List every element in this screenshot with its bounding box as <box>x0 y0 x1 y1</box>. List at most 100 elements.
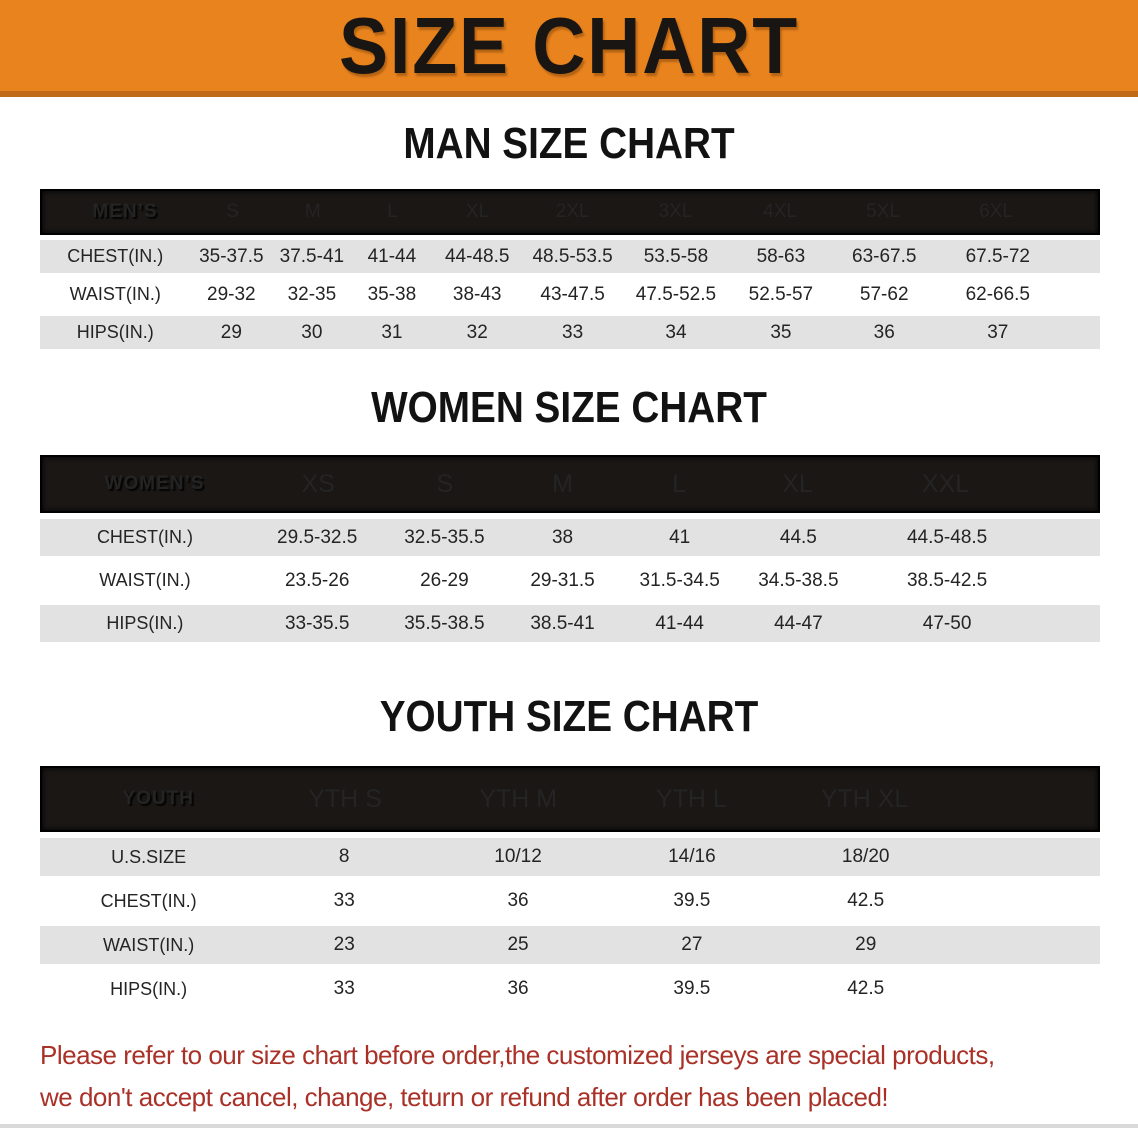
youth-size-table: YOUTH YTH S YTH M YTH L YTH XL U.S.SIZE … <box>40 766 1100 1008</box>
row-label: CHEST(IN.) <box>100 890 197 911</box>
table-cell: 37 <box>987 321 1009 343</box>
men-col-header: 2XL <box>555 201 590 222</box>
men-col-header: 6XL <box>979 201 1013 222</box>
table-cell: 18/20 <box>841 846 890 867</box>
table-cell: 48.5-53.5 <box>532 245 613 267</box>
table-cell: 44-47 <box>774 612 823 634</box>
men-size-table: MEN’S S M L XL 2XL 3XL 4XL 5XL 6XL CHEST… <box>40 189 1100 349</box>
table-cell: 35.5-38.5 <box>404 612 485 634</box>
table-cell: 35-38 <box>367 283 417 305</box>
table-cell: 32.5-35.5 <box>404 526 485 548</box>
table-cell: 31.5-34.5 <box>639 569 720 591</box>
table-cell: 39.5 <box>673 978 711 999</box>
women-waist-row: WAIST(IN.) 23.5-26 26-29 29-31.5 31.5-34… <box>40 562 1100 599</box>
men-col-header: 4XL <box>763 201 797 222</box>
women-section-heading: WOMEN SIZE CHART <box>371 383 767 432</box>
banner-title: SIZE CHART <box>339 0 799 90</box>
men-col-header: 5XL <box>866 201 900 222</box>
table-cell: 62-66.5 <box>965 283 1031 305</box>
table-cell: 63-67.5 <box>852 245 917 267</box>
table-cell: 38 <box>551 526 574 548</box>
table-cell: 57-62 <box>859 283 909 305</box>
youth-section-heading: YOUTH SIZE CHART <box>379 692 759 741</box>
women-hips-row: HIPS(IN.) 33-35.5 35.5-38.5 38.5-41 41-4… <box>40 605 1100 642</box>
men-chest-row: CHEST(IN.) 35-37.5 37.5-41 41-44 44-48.5… <box>40 240 1100 273</box>
men-col-header: L <box>387 201 398 222</box>
disclaimer-text: Please refer to our size chart before or… <box>40 1034 1138 1118</box>
table-cell: 38-43 <box>452 283 502 305</box>
men-table-label: MEN’S <box>92 201 158 222</box>
table-cell: 47.5-52.5 <box>635 283 717 305</box>
row-label: WAIST(IN.) <box>69 284 161 304</box>
youth-ussize-row: U.S.SIZE 8 10/12 14/16 18/20 <box>40 838 1100 876</box>
table-cell: 53.5-58 <box>643 245 709 267</box>
youth-col-header: YTH XL <box>820 784 909 813</box>
row-label: CHEST(IN.) <box>96 527 193 547</box>
table-cell: 58-63 <box>756 245 806 267</box>
women-col-header: L <box>672 469 687 498</box>
table-cell: 32 <box>466 321 488 343</box>
table-cell: 33-35.5 <box>284 612 350 634</box>
table-cell: 32-35 <box>287 283 337 305</box>
men-hips-row: HIPS(IN.) 29 30 31 32 33 34 35 36 37 <box>40 316 1100 349</box>
table-cell: 27 <box>681 934 703 955</box>
table-cell: 35-37.5 <box>199 245 264 267</box>
table-cell: 67.5-72 <box>965 245 1031 267</box>
table-cell: 29-31.5 <box>530 569 595 591</box>
table-cell: 8 <box>338 846 350 867</box>
row-label: HIPS(IN.) <box>76 322 154 342</box>
row-label: HIPS(IN.) <box>106 613 184 633</box>
women-col-header: M <box>552 469 573 498</box>
table-cell: 23 <box>333 934 355 955</box>
table-cell: 26-29 <box>420 569 469 591</box>
men-col-header: S <box>226 201 239 222</box>
table-cell: 42.5 <box>847 890 885 911</box>
row-label: WAIST(IN.) <box>102 934 195 955</box>
youth-col-header: YTH M <box>479 784 558 813</box>
table-cell: 42.5 <box>847 978 885 999</box>
table-cell: 29.5-32.5 <box>277 526 358 548</box>
table-cell: 34.5-38.5 <box>758 569 839 591</box>
table-cell: 43-47.5 <box>540 283 605 305</box>
table-cell: 10/12 <box>494 846 542 867</box>
women-table-label: WOMEN’S <box>104 473 205 494</box>
youth-col-header: YTH L <box>655 784 727 813</box>
men-waist-row: WAIST(IN.) 29-32 32-35 35-38 38-43 43-47… <box>40 278 1100 311</box>
table-cell: 44.5 <box>779 526 817 548</box>
table-cell: 23.5-26 <box>284 569 350 591</box>
table-cell: 34 <box>665 321 687 343</box>
women-col-header: XXL <box>921 469 970 498</box>
banner: SIZE CHART <box>0 0 1138 97</box>
women-size-table: WOMEN’S XS S M L XL XXL CHEST(IN.) 29.5-… <box>40 455 1100 642</box>
men-table-header-row: MEN’S S M L XL 2XL 3XL 4XL 5XL 6XL <box>40 189 1100 235</box>
table-cell: 41-44 <box>655 612 704 634</box>
row-label: U.S.SIZE <box>111 846 187 867</box>
row-label: WAIST(IN.) <box>99 570 191 590</box>
table-cell: 47-50 <box>922 612 972 634</box>
men-section-heading: MAN SIZE CHART <box>403 119 735 168</box>
youth-col-header: YTH S <box>308 784 382 813</box>
table-cell: 33 <box>333 978 355 999</box>
women-col-header: XS <box>301 469 335 498</box>
table-cell: 36 <box>873 321 895 343</box>
bottom-divider <box>0 1124 1138 1128</box>
women-table-header-row: WOMEN’S XS S M L XL XXL <box>40 455 1100 513</box>
row-label: HIPS(IN.) <box>110 978 188 999</box>
youth-table-header-row: YOUTH YTH S YTH M YTH L YTH XL <box>40 766 1100 832</box>
women-col-header: XL <box>782 469 813 498</box>
men-col-header: 3XL <box>658 201 693 222</box>
table-cell: 29-32 <box>207 283 256 305</box>
table-cell: 29 <box>220 321 242 343</box>
row-label: CHEST(IN.) <box>67 246 164 266</box>
disclaimer-line-2: we don't accept cancel, change, teturn o… <box>40 1082 889 1112</box>
women-chest-row: CHEST(IN.) 29.5-32.5 32.5-35.5 38 41 44.… <box>40 519 1100 556</box>
men-col-header: XL <box>465 201 490 222</box>
youth-waist-row: WAIST(IN.) 23 25 27 29 <box>40 926 1100 964</box>
table-cell: 44.5-48.5 <box>906 526 988 548</box>
table-cell: 36 <box>507 978 529 999</box>
table-cell: 41-44 <box>367 245 417 267</box>
table-cell: 44-48.5 <box>444 245 510 267</box>
table-cell: 38.5-42.5 <box>906 569 988 591</box>
table-cell: 52.5-57 <box>748 283 814 305</box>
